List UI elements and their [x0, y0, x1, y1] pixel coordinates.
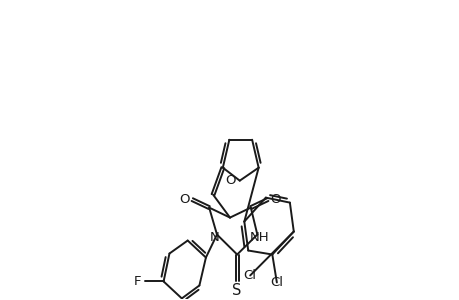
Text: S: S	[232, 283, 241, 298]
Text: F: F	[134, 275, 141, 288]
Text: N: N	[209, 231, 219, 244]
Text: Cl: Cl	[270, 276, 283, 289]
Text: O: O	[179, 193, 190, 206]
Text: O: O	[269, 193, 280, 206]
Text: O: O	[225, 174, 235, 187]
Text: NH: NH	[249, 231, 269, 244]
Text: Cl: Cl	[243, 269, 256, 282]
